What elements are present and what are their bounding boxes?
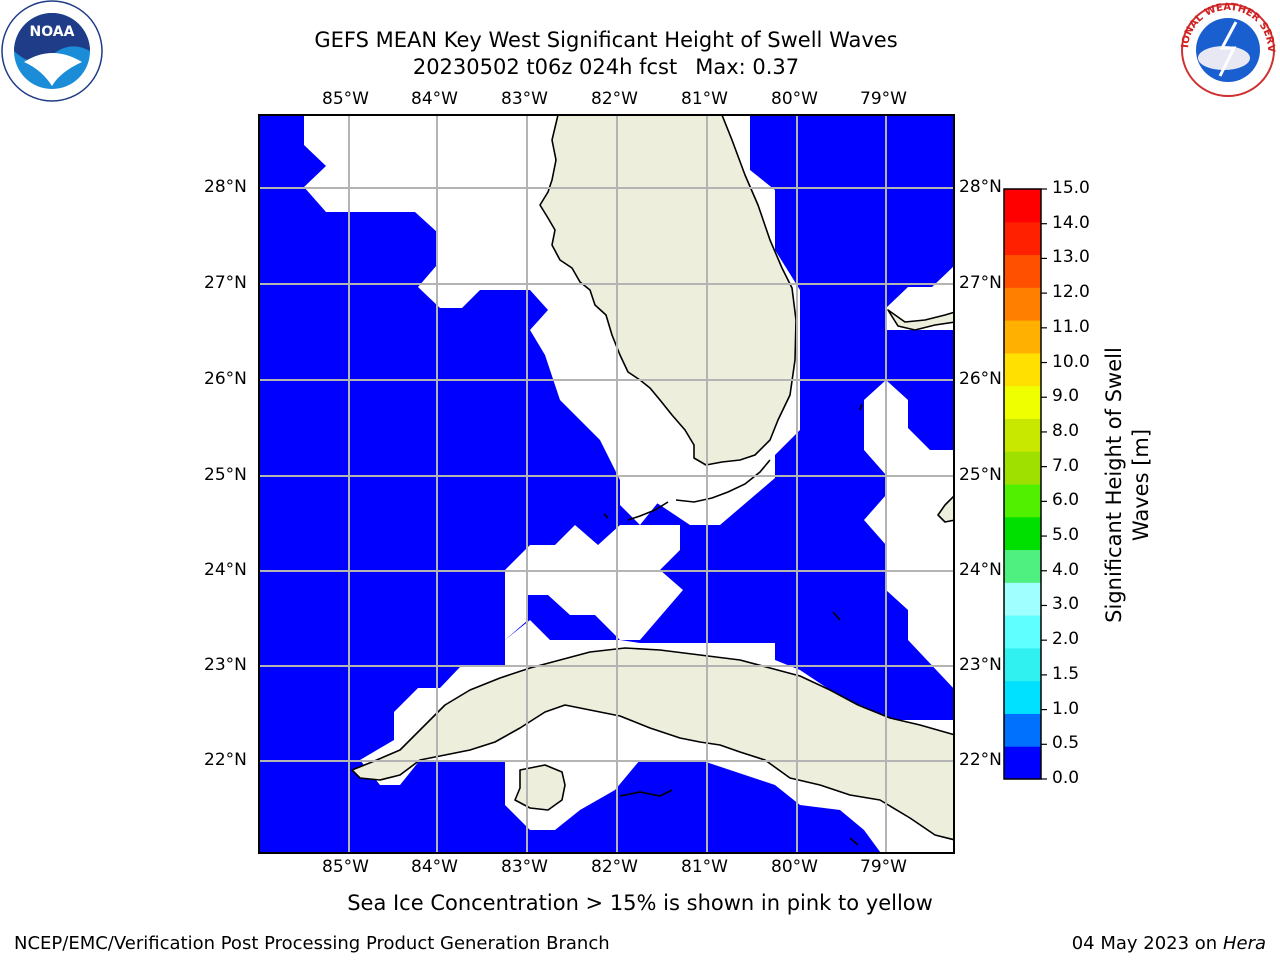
lat-tick-left: 22°N — [204, 750, 247, 770]
colorbar-tick-label: 13.0 — [1052, 247, 1090, 268]
lon-tick-top: 79°W — [860, 89, 907, 109]
date-text: 04 May 2023 on Hera — [1072, 933, 1266, 954]
noaa-logo: NOAA — [1, 0, 103, 102]
colorbar-tick-label: 6.0 — [1052, 490, 1080, 511]
colorbar-tick-label: 14.0 — [1052, 212, 1090, 233]
map-frame — [258, 114, 955, 854]
lat-tick-left: 25°N — [204, 465, 247, 485]
andros-island — [937, 494, 954, 523]
colorbar-segment — [1004, 221, 1041, 256]
lon-tick-bottom: 85°W — [322, 857, 369, 877]
lon-tick-bottom: 80°W — [771, 857, 818, 877]
colorbar-segment — [1004, 189, 1041, 223]
colorbar-tick-label: 1.0 — [1052, 698, 1080, 719]
map-area — [259, 115, 954, 853]
date-value: 04 May 2023 on — [1071, 933, 1218, 954]
keys-islands — [603, 403, 863, 846]
colorbar-segment — [1004, 451, 1041, 485]
lon-tick-bottom: 84°W — [411, 857, 458, 877]
colorbar-tick-label: 0.0 — [1052, 768, 1080, 788]
colorbar-segment — [1004, 287, 1041, 321]
colorbar-segment — [1004, 549, 1041, 583]
cuba-landmass — [351, 647, 954, 841]
lat-tick-right: 25°N — [959, 465, 1002, 485]
colorbar-segment — [1004, 746, 1041, 780]
lat-tick-left: 24°N — [204, 560, 247, 580]
colorbar — [1004, 188, 1047, 780]
colorbar-tick-label: 10.0 — [1052, 351, 1090, 372]
colorbar-segment — [1004, 418, 1041, 452]
lat-tick-right: 28°N — [959, 177, 1002, 197]
plot-title: GEFS MEAN Key West Significant Height of… — [314, 28, 898, 52]
lat-tick-right: 27°N — [959, 273, 1002, 293]
colorbar-tick-label: 3.0 — [1052, 594, 1080, 615]
graticule — [259, 115, 954, 853]
lon-tick-bottom: 79°W — [860, 857, 907, 877]
lon-tick-top: 81°W — [681, 89, 728, 109]
lat-tick-left: 28°N — [204, 177, 247, 197]
colorbar-segment — [1004, 713, 1041, 747]
colorbar-tick-label: 7.0 — [1052, 455, 1080, 476]
lon-tick-bottom: 81°W — [681, 857, 728, 877]
colorbar-segment — [1004, 647, 1041, 682]
lon-tick-bottom: 82°W — [591, 857, 638, 877]
lat-tick-right: 22°N — [959, 750, 1002, 770]
colorbar-tick-label: 2.0 — [1052, 629, 1080, 650]
colorbar-segment — [1004, 484, 1041, 518]
colorbar-segment — [1004, 385, 1041, 419]
colorbar-segment — [1004, 352, 1041, 387]
isla-juventud — [514, 764, 566, 811]
colorbar-tick-label: 11.0 — [1052, 316, 1090, 337]
lon-tick-top: 85°W — [322, 89, 369, 109]
colorbar-tick-label: 9.0 — [1052, 386, 1080, 407]
lat-tick-right: 24°N — [959, 560, 1002, 580]
colorbar-segment — [1004, 254, 1041, 288]
lon-tick-top: 83°W — [501, 89, 548, 109]
run-info: 20230502 t06z 024h fcst — [412, 55, 678, 79]
land-masses — [351, 115, 954, 841]
colorbar-tick-label: 4.0 — [1052, 559, 1080, 580]
lon-tick-bottom: 83°W — [501, 857, 548, 877]
colorbar-segment — [1004, 680, 1041, 714]
colorbar-tick-label: 5.0 — [1052, 525, 1080, 546]
lon-tick-top: 84°W — [411, 89, 458, 109]
colorbar-tick-label: 0.5 — [1052, 733, 1080, 754]
colorbar-segment — [1004, 582, 1041, 616]
colorbar-tick-label: 8.0 — [1052, 420, 1080, 441]
colorbar-label: Significant Height of Swell Waves [m] — [1102, 347, 1153, 623]
sea-ice-note: Sea Ice Concentration > 15% is shown in … — [347, 891, 933, 915]
colorbar-segment — [1004, 516, 1041, 551]
lat-tick-right: 23°N — [959, 655, 1002, 675]
colorbar-tick-label: 15.0 — [1052, 178, 1090, 198]
plot-subtitle: 20230502 t06z 024h fcst Max: 0.37 — [0, 54, 1212, 80]
lon-tick-top: 80°W — [771, 89, 818, 109]
lat-tick-left: 27°N — [204, 273, 247, 293]
colorbar-segment — [1004, 320, 1041, 354]
colorbar-tick-label: 12.0 — [1052, 282, 1090, 303]
grand-bahama — [887, 309, 954, 331]
colorbar-frame — [1003, 188, 1042, 780]
host-name: Hera — [1222, 933, 1266, 954]
lat-tick-left: 26°N — [204, 369, 247, 389]
max-value: Max: 0.37 — [695, 55, 800, 79]
lat-tick-left: 23°N — [204, 655, 247, 675]
colorbar-segment — [1004, 615, 1041, 649]
lat-tick-right: 26°N — [959, 369, 1002, 389]
credit-text: NCEP/EMC/Verification Post Processing Pr… — [14, 933, 610, 954]
lon-tick-top: 82°W — [591, 89, 638, 109]
svg-text:NOAA: NOAA — [30, 24, 75, 40]
colorbar-tick-label: 1.5 — [1052, 663, 1080, 684]
